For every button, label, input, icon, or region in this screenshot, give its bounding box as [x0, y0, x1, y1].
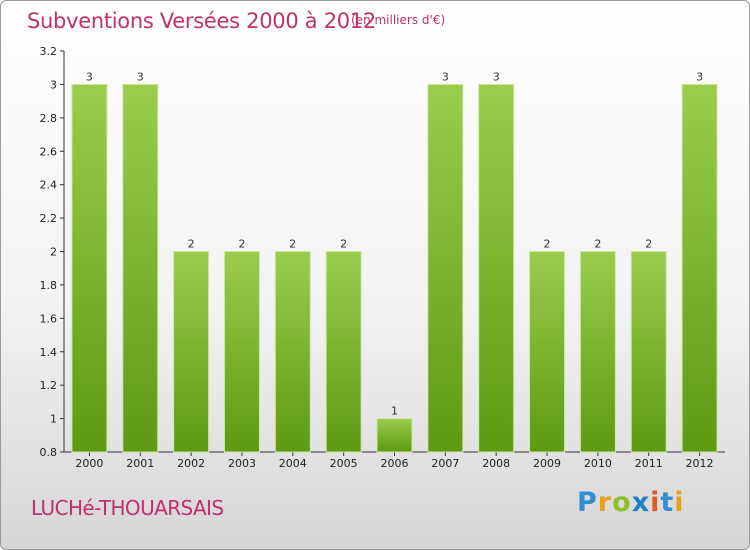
- x-tick-label: 2003: [228, 457, 256, 470]
- x-tick-label: 2009: [533, 457, 561, 470]
- data-label: 2: [188, 238, 195, 251]
- place-name: LUCHé-THOUARSAIS: [31, 496, 224, 520]
- data-label: 3: [86, 70, 93, 83]
- y-tick-label: 1: [50, 413, 57, 426]
- data-label: 2: [340, 238, 347, 251]
- x-tick-label: 2008: [482, 457, 510, 470]
- proxiti-logo: Proxiti: [577, 487, 685, 518]
- y-tick-label: 3.2: [40, 45, 58, 58]
- x-tick-label: 2006: [381, 457, 409, 470]
- y-tick-label: 1.8: [40, 279, 58, 292]
- bar: [325, 251, 362, 453]
- bar: [579, 251, 616, 453]
- x-tick-label: 2005: [330, 457, 358, 470]
- data-label: 2: [238, 238, 245, 251]
- data-label: 3: [137, 70, 144, 83]
- bar: [681, 83, 718, 453]
- x-tick-label: 2001: [126, 457, 154, 470]
- y-tick-label: 2.2: [40, 212, 58, 225]
- y-tick-label: 1.4: [40, 346, 58, 359]
- y-tick-label: 1.6: [40, 312, 58, 325]
- bar: [71, 83, 108, 453]
- data-label: 2: [289, 238, 296, 251]
- bar: [630, 251, 667, 453]
- y-tick-label: 0.8: [40, 446, 58, 459]
- data-label: 1: [391, 405, 398, 418]
- chart-bars: [71, 83, 718, 453]
- y-tick-label: 1.2: [40, 379, 58, 392]
- x-tick-label: 2011: [635, 457, 663, 470]
- y-tick-label: 2.8: [40, 112, 58, 125]
- y-tick-label: 3: [50, 78, 57, 91]
- data-label: 2: [594, 238, 601, 251]
- chart-title: Subventions Versées 2000 à 2012: [27, 9, 376, 33]
- bar: [376, 418, 413, 453]
- x-tick-label: 2012: [686, 457, 714, 470]
- x-tick-label: 2010: [584, 457, 612, 470]
- chart-subtitle: (en milliers d'€): [351, 13, 446, 27]
- chart-labels: 2000 3 2001 3 2002 2 2003 2 2004 2 2005 2 2006 1 2007 3…: [75, 70, 713, 470]
- data-label: 3: [493, 70, 500, 83]
- data-label: 2: [544, 238, 551, 251]
- x-tick-label: 2002: [177, 457, 205, 470]
- y-tick-label: 2.6: [40, 145, 58, 158]
- x-tick-label: 2004: [279, 457, 307, 470]
- y-tick-label: 2: [50, 246, 57, 259]
- bar: [122, 83, 159, 453]
- bar: [529, 251, 566, 453]
- bar: [173, 251, 210, 453]
- bar: [427, 83, 464, 453]
- data-label: 3: [442, 70, 449, 83]
- y-tick-label: 2.4: [40, 179, 58, 192]
- x-tick-label: 2007: [431, 457, 459, 470]
- bar: [274, 251, 311, 453]
- data-label: 2: [645, 238, 652, 251]
- x-tick-label: 2000: [75, 457, 103, 470]
- bar: [223, 251, 260, 453]
- data-label: 3: [696, 70, 703, 83]
- bar: [478, 83, 515, 453]
